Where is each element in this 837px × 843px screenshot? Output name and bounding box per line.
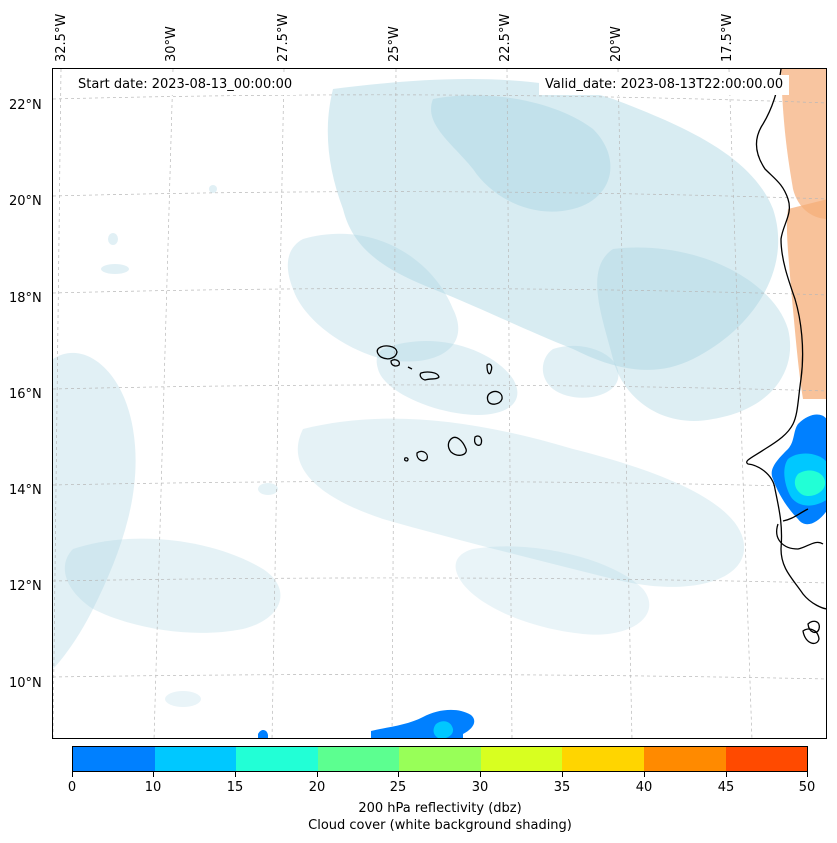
colorbar-tick-10 (153, 772, 154, 777)
island-brava (403, 457, 409, 462)
island-sal (486, 363, 493, 375)
lon-label-17-5w: 17.5°W (720, 13, 735, 62)
cloud-region-west (53, 352, 136, 669)
colorbar-tick-35 (562, 772, 563, 777)
colorbar-segment-2 (236, 747, 318, 771)
colorbar-title: 200 hPa reflectivity (dbz) (358, 801, 522, 816)
colorbar-segment-4 (399, 747, 481, 771)
colorbar-label-30: 30 (471, 780, 489, 795)
island-santiago (447, 436, 467, 456)
cloud-speck-3 (209, 185, 217, 193)
land-warm-layer (781, 69, 826, 399)
island-bijagos-2 (802, 628, 820, 645)
land-warm-north (781, 69, 826, 219)
island-maio (473, 435, 483, 446)
colorbar-segment-5 (480, 747, 563, 771)
colorbar-tick-50 (807, 772, 808, 777)
colorbar-label-15: 15 (226, 780, 244, 795)
lon-label-20w: 20°W (609, 26, 624, 62)
colorbar-label-45: 45 (717, 780, 735, 795)
cloud-region-center (287, 233, 459, 362)
coast-inlet-1 (782, 508, 809, 522)
graticule (53, 69, 826, 738)
colorbar-tick-15 (235, 772, 236, 777)
island-bijagos-1 (807, 620, 820, 634)
coastline-layer (376, 69, 826, 645)
colorbar-tick-20 (317, 772, 318, 777)
colorbar-segment-3 (317, 747, 400, 771)
lat-label-12n: 12°N (9, 579, 42, 594)
reflectivity-south-speck (258, 730, 268, 738)
colorbar-label-50: 50 (798, 780, 816, 795)
colorbar-segment-6 (562, 747, 644, 771)
cloud-speck-1 (108, 233, 118, 245)
cloud-cover-layer (53, 79, 791, 707)
reflectivity-layer (258, 414, 826, 738)
colorbar-label-20: 20 (308, 780, 326, 795)
cloud-region-southwest (64, 538, 281, 633)
reflectivity-south-blob (371, 710, 475, 738)
cloud-region-band (297, 418, 745, 587)
colorbar-tick-25 (398, 772, 399, 777)
colorbar-label-40: 40 (635, 780, 653, 795)
colorbar-tick-30 (480, 772, 481, 777)
colorbar-segment-8 (725, 747, 808, 771)
colorbar-segment-7 (643, 747, 726, 771)
colorbar-label-35: 35 (553, 780, 571, 795)
cloud-region-east-small (542, 345, 619, 398)
island-sao-vicente (390, 359, 401, 367)
cloud-region-north (327, 79, 779, 370)
lat-label-10n: 10°N (9, 676, 42, 691)
island-boa-vista (486, 390, 503, 405)
cloud-speck-2 (101, 264, 129, 274)
lon-label-27-5w: 27.5°W (276, 13, 291, 62)
island-sao-nicolau (419, 371, 440, 381)
cloud-region-east (597, 247, 791, 421)
cloud-region-north-dense (431, 95, 611, 212)
lon-label-30w: 30°W (164, 26, 179, 62)
colorbar (72, 746, 808, 772)
colorbar-segment-1 (154, 747, 237, 771)
colorbar-tick-45 (726, 772, 727, 777)
colorbar-subtitle: Cloud cover (white background shading) (308, 818, 572, 833)
reflectivity-south-core (433, 721, 454, 738)
lon-label-32-5w: 32.5°W (54, 13, 69, 62)
colorbar-label-25: 25 (389, 780, 407, 795)
colorbar-tick-0 (72, 772, 73, 777)
colorbar-label-10: 10 (144, 780, 162, 795)
coast-inlet-2 (776, 523, 824, 550)
lon-label-22-5w: 22.5°W (498, 13, 513, 62)
map-canvas (53, 69, 826, 738)
island-fogo (416, 450, 428, 462)
lat-label-14n: 14°N (9, 483, 42, 498)
cloud-speck-4 (258, 483, 278, 495)
start-date-label: Start date: 2023-08-13_00:00:00 (72, 75, 299, 95)
cloud-region-south (455, 546, 650, 635)
lat-label-16n: 16°N (9, 387, 42, 402)
colorbar-tick-40 (644, 772, 645, 777)
map-panel[interactable] (52, 68, 827, 739)
valid-date-label: Valid_date: 2023-08-13T22:00:00.00 (539, 75, 790, 95)
island-santo-antao (376, 345, 398, 360)
land-warm-mid (786, 199, 826, 399)
cloud-region-island-area (376, 340, 518, 415)
africa-coastline (746, 69, 826, 610)
cloud-speck-5 (165, 691, 201, 707)
lat-label-22n: 22°N (9, 98, 42, 113)
lat-label-20n: 20°N (9, 194, 42, 209)
lat-label-18n: 18°N (9, 291, 42, 306)
colorbar-label-0: 0 (67, 780, 77, 795)
colorbar-segment-0 (73, 747, 155, 771)
reflectivity-east-core (794, 470, 826, 497)
lon-label-25w: 25°W (387, 26, 402, 62)
island-santa-luzia (407, 366, 413, 370)
